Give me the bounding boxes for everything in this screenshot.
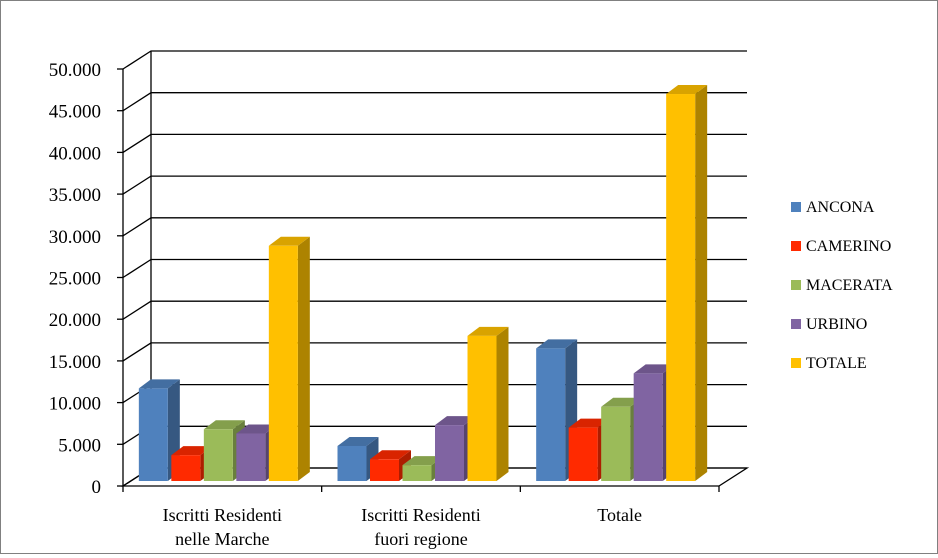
legend-item: CAMERINO <box>791 238 891 255</box>
bar-top <box>138 379 180 389</box>
y-tick-label: 5.000 <box>58 435 101 456</box>
legend-swatch <box>791 202 801 212</box>
y-tick-label: 0 <box>92 477 102 498</box>
bar-side <box>297 236 310 481</box>
legend-item: ANCONA <box>791 199 875 216</box>
y-tick-label: 10.000 <box>49 394 101 415</box>
y-tick-label: 25.000 <box>49 269 101 290</box>
gridline <box>122 92 747 112</box>
bar-front <box>268 245 298 481</box>
bar-side <box>695 85 708 482</box>
gridline <box>122 342 747 362</box>
y-tick-label: 15.000 <box>49 352 101 373</box>
gridline <box>122 175 747 195</box>
legend: ANCONA CAMERINO MACERATA URBINO TOTALE <box>791 199 893 372</box>
bar-front <box>568 427 598 481</box>
bar-top <box>171 446 213 456</box>
bar-front <box>370 459 399 481</box>
bar-top <box>337 436 379 446</box>
y-tick-label: 50.000 <box>49 60 101 81</box>
bar-front <box>435 425 464 481</box>
bar-top <box>568 418 610 428</box>
bar-front <box>171 455 201 481</box>
bar-top <box>666 85 708 95</box>
bar <box>601 397 643 481</box>
gridline <box>122 300 747 320</box>
y-tick-label: 30.000 <box>49 227 101 248</box>
bar <box>203 420 245 481</box>
bar <box>171 446 213 481</box>
y-tick-label: 20.000 <box>49 310 101 331</box>
legend-label: ANCONA <box>806 199 875 216</box>
bar-top <box>601 397 643 407</box>
legend-label: TOTALE <box>806 355 867 372</box>
legend-swatch <box>791 241 801 251</box>
y-tick-label: 35.000 <box>49 185 101 206</box>
legend-swatch <box>791 358 801 368</box>
bars <box>138 85 708 482</box>
bar-front <box>666 94 696 482</box>
bar-top <box>536 339 578 349</box>
bar <box>467 326 509 481</box>
legend-item: TOTALE <box>791 355 867 372</box>
bar-top <box>203 420 245 430</box>
legend-item: URBINO <box>791 316 867 333</box>
gridline <box>122 258 747 279</box>
legend-item: MACERATA <box>791 277 893 294</box>
bar-top <box>402 456 444 466</box>
legend-label: MACERATA <box>806 277 893 294</box>
bar-top <box>236 424 278 434</box>
y-tick-label: 40.000 <box>49 143 101 164</box>
legend-label: CAMERINO <box>806 238 891 255</box>
bar-front <box>601 406 631 481</box>
bar <box>268 236 310 481</box>
x-category-label: Iscritti Residenti fuori regione <box>361 505 480 549</box>
bar-side <box>496 326 509 481</box>
gridline <box>122 133 747 153</box>
bar-top <box>268 236 310 246</box>
bar-top <box>467 326 509 336</box>
y-tick-labels: 0 5.000 10.000 15.000 20.000 25.000 30.000 35.0… <box>49 60 101 498</box>
bar-front <box>138 388 168 481</box>
bar-front <box>536 348 566 481</box>
bar-front <box>467 335 497 481</box>
x-category-labels: Iscritti Residenti nelle Marche Iscritti R… <box>163 505 642 549</box>
bar-top <box>633 364 675 374</box>
bar <box>666 85 708 482</box>
gridline <box>122 217 747 237</box>
legend-swatch <box>791 280 801 290</box>
bar-front <box>633 373 663 481</box>
bar-front <box>402 465 432 481</box>
x-category-label: Iscritti Residenti nelle Marche <box>163 505 282 549</box>
bar-top <box>370 450 411 460</box>
bar-front <box>236 433 266 481</box>
gridline <box>122 50 747 70</box>
legend-swatch <box>791 319 801 329</box>
y-tick-label: 45.000 <box>49 102 101 123</box>
x-category-label: Totale <box>597 505 642 525</box>
bar <box>402 456 444 481</box>
bar-top <box>435 416 476 426</box>
legend-label: URBINO <box>806 316 867 333</box>
bar-front <box>337 445 367 481</box>
bar-front <box>203 429 233 481</box>
